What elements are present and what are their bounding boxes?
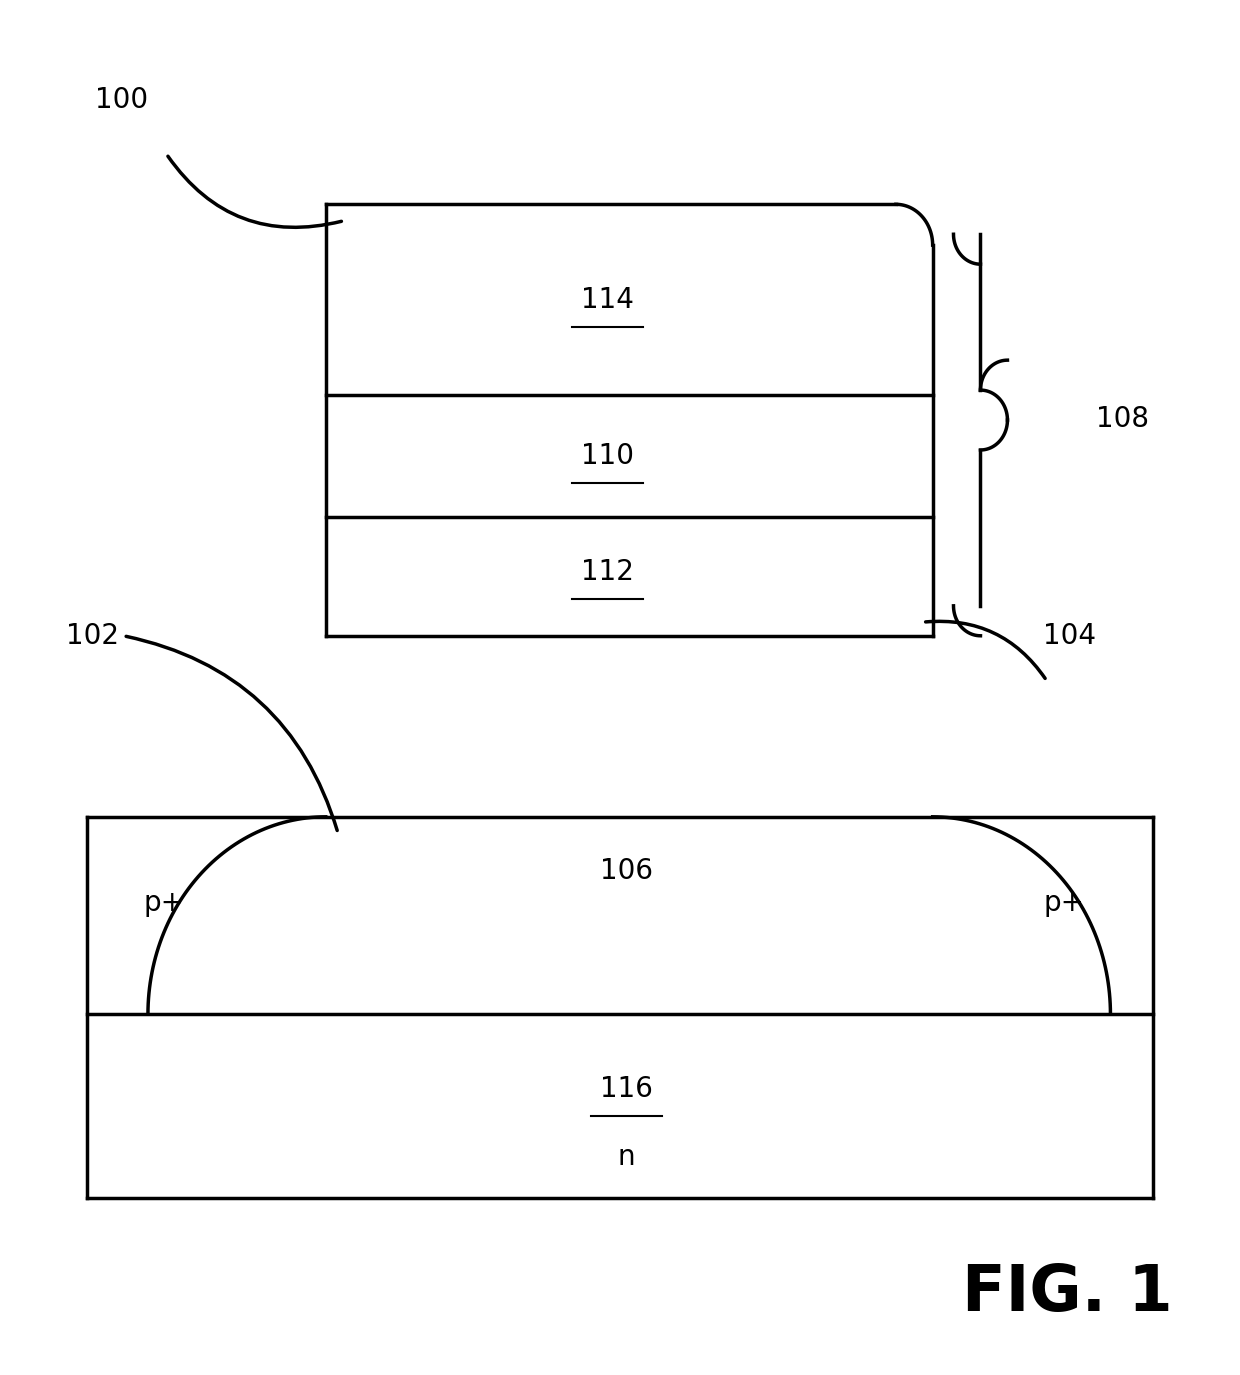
Text: 112: 112 (582, 558, 634, 586)
Text: 110: 110 (582, 443, 634, 470)
Text: n: n (618, 1143, 635, 1172)
Text: 100: 100 (95, 85, 149, 114)
Text: 108: 108 (1096, 406, 1148, 433)
Text: 104: 104 (1043, 622, 1096, 650)
Text: p+: p+ (1043, 888, 1084, 917)
Text: FIG. 1: FIG. 1 (962, 1262, 1173, 1324)
Text: p+: p+ (144, 888, 185, 917)
Text: 102: 102 (66, 622, 119, 650)
Text: 114: 114 (582, 286, 634, 314)
Text: 106: 106 (600, 857, 652, 886)
Text: 116: 116 (600, 1075, 652, 1103)
